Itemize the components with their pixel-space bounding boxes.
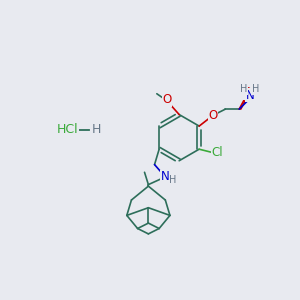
Text: H: H [169,175,177,185]
Text: N: N [246,89,254,102]
Text: H: H [240,84,247,94]
Text: H: H [92,123,101,136]
Text: N: N [161,170,170,183]
Text: O: O [242,86,251,100]
Text: HCl: HCl [57,123,78,136]
Text: O: O [208,109,218,122]
Text: Cl: Cl [212,146,224,159]
Text: O: O [162,93,172,106]
Text: H: H [252,84,259,94]
